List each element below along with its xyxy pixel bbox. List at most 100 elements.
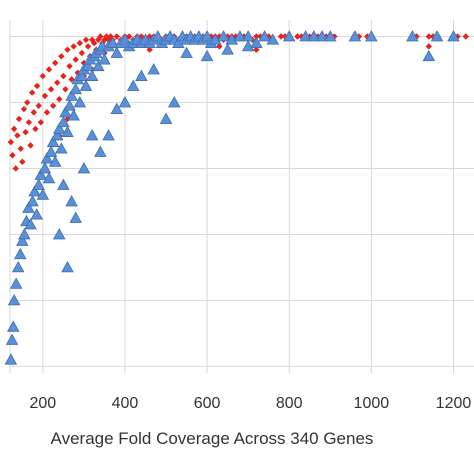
diamond-point <box>113 33 120 40</box>
triangle-point <box>200 49 214 62</box>
triangle-point <box>135 69 148 81</box>
triangle-point <box>28 185 41 197</box>
diamond-point <box>9 152 16 159</box>
triangle-point <box>69 211 82 223</box>
x-tick-label: 200 <box>29 395 56 412</box>
triangle-point <box>209 33 222 45</box>
triangle-point <box>365 30 378 42</box>
diamond-point <box>454 33 461 40</box>
diamond-point <box>68 76 75 83</box>
triangle-point <box>69 82 82 95</box>
diamond-point <box>298 33 305 40</box>
diamond-point <box>49 102 57 109</box>
diamond-point <box>355 33 363 40</box>
diamond-point <box>84 43 92 50</box>
triangle-point <box>172 36 185 48</box>
diamond-point <box>103 33 110 40</box>
diamond-point <box>413 33 420 40</box>
triangle-point <box>258 30 271 42</box>
diamond-point <box>62 86 69 93</box>
triangle-point <box>4 353 18 365</box>
diamond-point <box>462 33 469 40</box>
diamond-point <box>88 36 96 43</box>
triangle-point <box>299 30 312 42</box>
diamond-point <box>10 125 18 133</box>
grid-layer <box>9 20 474 373</box>
triangle-point <box>315 30 329 42</box>
diamond-point <box>146 46 153 53</box>
diamond-point <box>105 36 112 43</box>
triangle-point <box>5 333 19 345</box>
triangle-point <box>11 261 25 273</box>
triangle-point <box>233 30 247 42</box>
triangle-point <box>7 320 20 332</box>
triangle-point <box>430 30 444 42</box>
triangle-point <box>13 247 27 260</box>
triangle-point <box>44 145 58 157</box>
diamond-point <box>54 79 61 86</box>
triangle-point <box>75 69 89 81</box>
triangle-point <box>16 234 29 246</box>
diamond-point <box>257 33 264 40</box>
triangle-point <box>18 228 31 240</box>
x-tick-label: 1200 <box>436 395 472 412</box>
triangle-point <box>55 142 68 154</box>
diamond-point <box>51 59 59 67</box>
diamond-point <box>20 105 28 113</box>
triangle-point <box>98 53 111 65</box>
triangle-point <box>221 43 234 55</box>
triangle-point <box>61 125 74 138</box>
diamond-point <box>90 39 98 47</box>
diamond-point <box>19 158 26 166</box>
triangle-point <box>26 195 39 207</box>
triangle-point <box>22 201 35 213</box>
diamond-point <box>66 62 73 70</box>
x-tick-label: 800 <box>276 395 303 412</box>
triangle-point <box>147 63 160 75</box>
diamond-point <box>32 125 39 133</box>
diamond-point <box>60 72 67 80</box>
triangle-point <box>32 178 46 190</box>
diamond-point <box>33 82 41 90</box>
triangle-point <box>73 96 87 108</box>
triangle-point <box>77 162 91 174</box>
triangle-point <box>348 30 362 42</box>
diamond-point <box>64 46 71 53</box>
diamond-point <box>101 36 108 43</box>
diamond-point <box>35 102 42 109</box>
triangle-point <box>422 49 436 62</box>
triangle-point <box>110 102 124 114</box>
diamond-point <box>25 119 33 126</box>
triangle-point <box>79 79 93 91</box>
diamond-point <box>253 33 260 40</box>
diamond-point <box>78 49 86 57</box>
triangle-point <box>52 228 66 240</box>
diamond-point <box>82 36 90 43</box>
triangle-point <box>85 69 99 81</box>
diamond-point <box>27 142 34 149</box>
triangle-point <box>110 46 124 58</box>
diamond-point <box>294 33 301 40</box>
triangle-point <box>81 59 95 72</box>
points-layer <box>4 30 469 365</box>
triangle-point <box>106 36 119 48</box>
triangle-point <box>126 79 140 91</box>
triangle-point <box>42 171 56 184</box>
diamond-point <box>28 89 36 96</box>
x-tick-label: 400 <box>112 395 139 412</box>
diamond-point <box>80 59 88 67</box>
triangle-point <box>241 39 255 52</box>
triangle-point <box>40 152 54 164</box>
triangle-point <box>118 33 132 45</box>
triangle-point <box>180 46 193 58</box>
triangle-point <box>57 115 70 128</box>
triangle-point <box>59 105 72 118</box>
diamond-point <box>253 46 260 53</box>
triangle-point <box>9 277 23 289</box>
triangle-point <box>50 129 64 141</box>
diamond-point <box>216 43 223 50</box>
diamond-point <box>45 66 53 73</box>
triangle-point <box>85 129 99 141</box>
